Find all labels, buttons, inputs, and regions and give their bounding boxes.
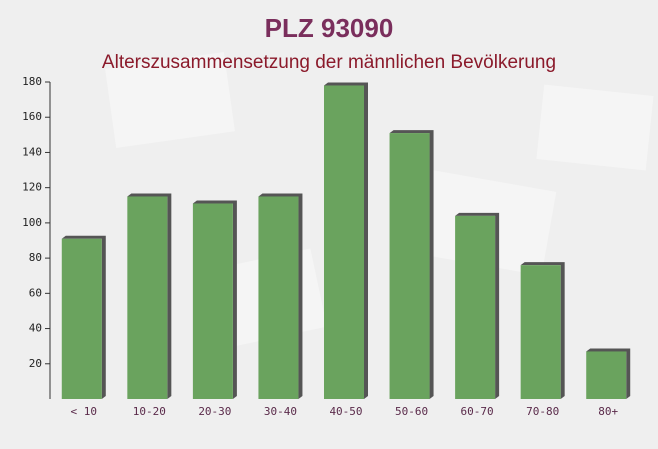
y-tick-label: 20 xyxy=(29,357,42,370)
y-tick-label: 100 xyxy=(22,216,42,229)
bar xyxy=(324,85,364,400)
bar xyxy=(258,196,299,399)
bar xyxy=(127,196,168,399)
y-tick-label: 120 xyxy=(22,181,42,194)
y-tick-label: 80 xyxy=(29,251,42,264)
chart-subtitle: Alterszusammensetzung der männlichen Bev… xyxy=(102,52,556,73)
x-tick-label: 80+ xyxy=(598,405,618,418)
x-tick-label: 70-80 xyxy=(526,405,559,418)
chart-title: PLZ 93090 xyxy=(265,13,394,43)
x-tick-label: < 10 xyxy=(71,405,98,418)
bar xyxy=(61,238,102,399)
y-tick-label: 180 xyxy=(22,75,42,88)
bar xyxy=(520,265,561,399)
bar xyxy=(192,203,233,399)
x-tick-label: 30-40 xyxy=(264,405,297,418)
y-tick-label: 40 xyxy=(29,322,42,335)
bar xyxy=(455,215,496,399)
x-tick-label: 20-30 xyxy=(198,405,231,418)
x-tick-label: 60-70 xyxy=(461,405,494,418)
x-tick-label: 10-20 xyxy=(133,405,166,418)
bar xyxy=(586,351,627,399)
bar xyxy=(389,133,430,400)
y-tick-label: 160 xyxy=(22,110,42,123)
x-tick-label: 50-60 xyxy=(395,405,428,418)
y-tick-label: 60 xyxy=(29,286,42,299)
y-tick-label: 140 xyxy=(22,145,42,158)
x-tick-label: 40-50 xyxy=(329,405,362,418)
